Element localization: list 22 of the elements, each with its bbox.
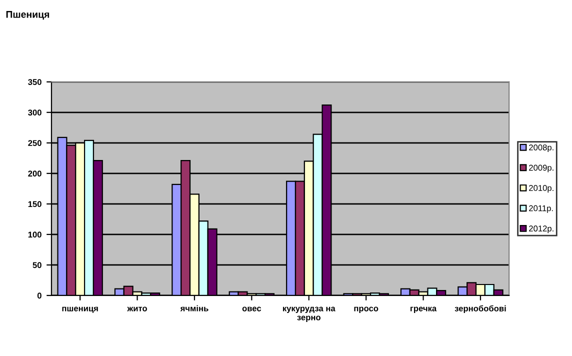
x-tick-label: пшениця <box>62 306 98 313</box>
chart-title: Пшениця <box>6 11 50 20</box>
x-tick-label: ячмінь <box>180 305 208 312</box>
x-tick-label: овес <box>242 306 262 312</box>
legend-label: 2011р. <box>529 205 553 213</box>
y-tick-label: 150 <box>28 201 42 208</box>
legend-label: 2012р. <box>529 226 554 234</box>
legend-label: 2008р. <box>529 144 554 152</box>
legend-label: 2009р. <box>529 164 554 172</box>
x-tick-label: жито <box>127 306 147 312</box>
x-tick-label: просо <box>354 306 378 313</box>
y-tick-label: 350 <box>28 79 42 85</box>
y-tick-label: 0 <box>37 292 42 299</box>
x-tick-label: кукурудза на зерно <box>282 306 336 322</box>
y-tick-label: 200 <box>28 170 42 177</box>
y-tick-label: 50 <box>32 262 42 268</box>
legend-label: 2010р. <box>529 185 554 193</box>
y-tick-label: 250 <box>28 140 42 146</box>
y-tick-label: 100 <box>28 232 42 238</box>
y-tick-label: 300 <box>28 110 42 116</box>
x-tick-label: зернобобові <box>454 305 506 314</box>
x-tick-label: гречка <box>410 306 437 313</box>
